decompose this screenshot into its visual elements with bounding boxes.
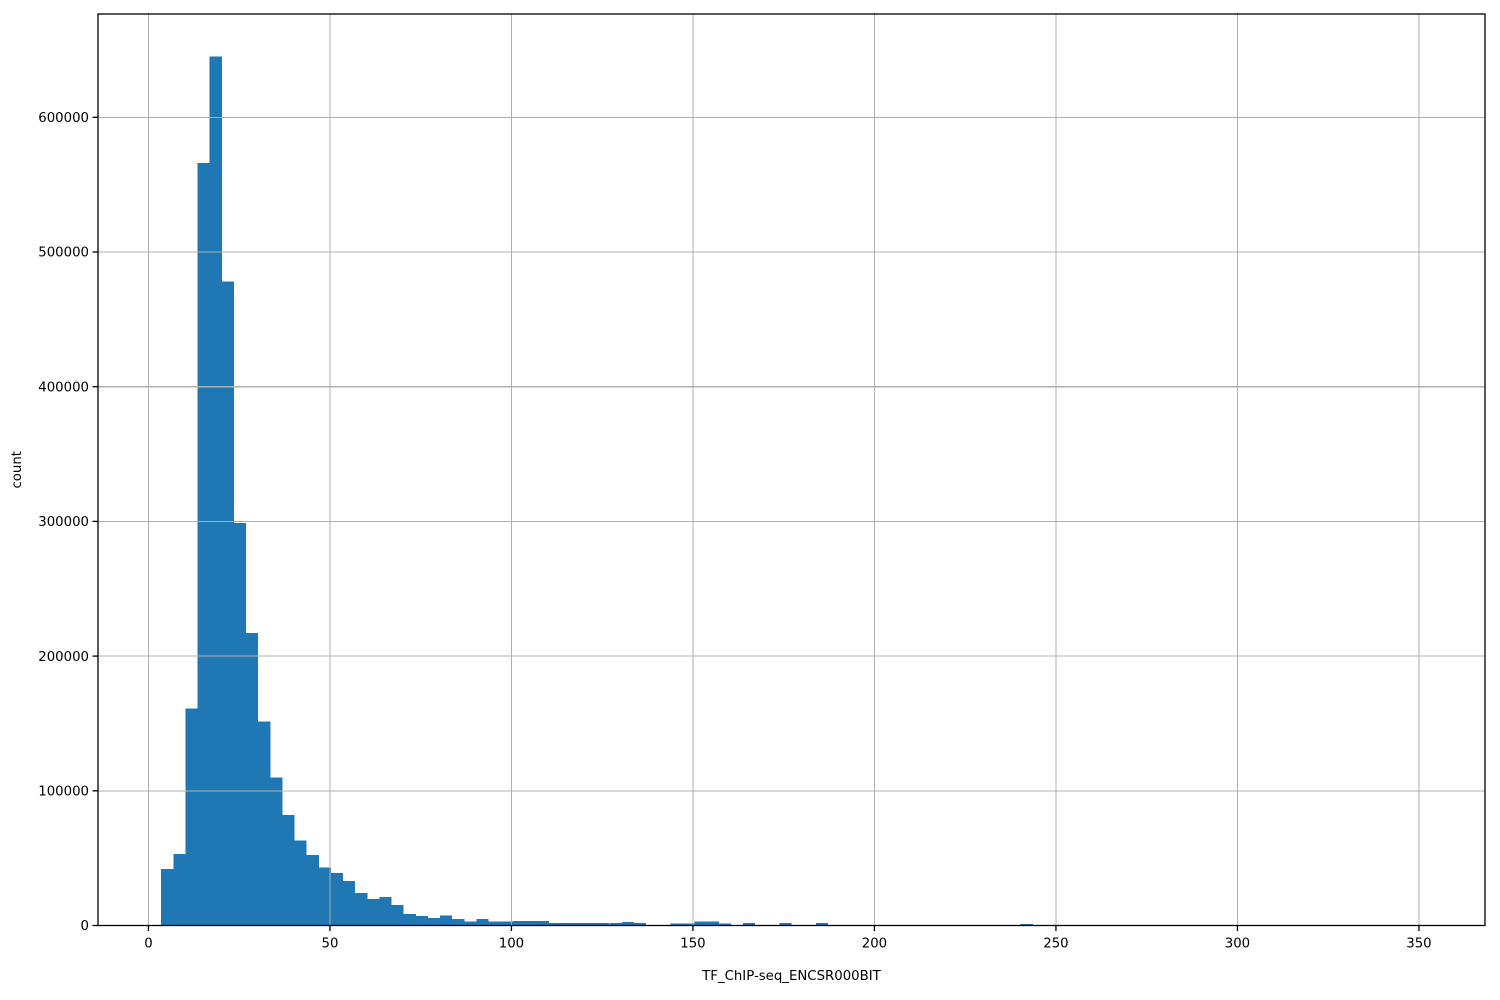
- histogram-bar: [682, 923, 695, 926]
- y-tick-label: 200000: [38, 650, 89, 665]
- histogram-bar: [440, 915, 453, 926]
- histogram-bar: [537, 920, 550, 926]
- histogram-bar: [585, 922, 598, 926]
- histogram-bar: [597, 922, 610, 926]
- histogram-bar: [209, 56, 222, 926]
- histogram-bar: [282, 815, 295, 926]
- histogram-bar: [488, 921, 501, 926]
- axis-ticks: [92, 116, 1420, 931]
- x-tick-label: 150: [680, 937, 705, 952]
- histogram-bar: [185, 708, 198, 926]
- y-tick-label: 100000: [38, 785, 89, 800]
- histogram-bar: [246, 633, 259, 926]
- histogram-bar: [379, 897, 392, 926]
- histogram-bar: [718, 923, 731, 926]
- x-tick-label: 100: [499, 937, 524, 952]
- histogram-bar: [197, 163, 210, 926]
- x-tick-label: 350: [1406, 937, 1431, 952]
- histogram-bar: [294, 840, 307, 926]
- histogram-bar: [343, 881, 356, 926]
- histogram-bar: [306, 854, 319, 926]
- histogram-bars: [161, 56, 1033, 926]
- histogram-bar: [415, 916, 428, 926]
- x-tick-label: 0: [144, 937, 152, 952]
- histogram-bar: [452, 919, 465, 926]
- histogram-bar: [221, 281, 234, 926]
- x-tick-label: 300: [1225, 937, 1250, 952]
- histogram-bar: [403, 914, 416, 926]
- histogram-bar: [524, 920, 537, 926]
- histogram-bar: [609, 922, 622, 926]
- histogram-bar: [258, 721, 271, 926]
- histogram-bar: [1020, 923, 1033, 926]
- histogram-bar: [634, 923, 647, 926]
- plot-border: [97, 13, 1486, 927]
- histogram-bar: [779, 923, 792, 926]
- histogram-bar: [706, 921, 719, 926]
- histogram-bar: [621, 921, 634, 926]
- histogram-bar: [355, 893, 368, 926]
- histogram-bar: [270, 777, 283, 926]
- y-tick-label: 300000: [38, 515, 89, 530]
- histogram-bar: [391, 904, 404, 926]
- histogram-bar: [318, 867, 331, 926]
- histogram-bar: [573, 922, 586, 926]
- x-tick-label: 50: [321, 937, 338, 952]
- histogram-bar: [464, 921, 477, 926]
- histogram-bar: [330, 872, 344, 926]
- grid-lines: [98, 14, 1485, 927]
- histogram-bar: [815, 922, 828, 926]
- x-tick-label: 200: [862, 937, 887, 952]
- histogram-bar: [549, 922, 562, 926]
- y-axis-label: count: [10, 451, 25, 489]
- x-tick-label: 250: [1043, 937, 1068, 952]
- histogram-bar: [476, 919, 489, 926]
- histogram-bar: [427, 917, 441, 926]
- y-tick-label: 600000: [38, 111, 89, 126]
- histogram-bar: [512, 920, 525, 926]
- y-tick-label: 0: [81, 919, 89, 934]
- histogram-bar: [743, 923, 756, 926]
- histogram-bar: [233, 522, 247, 926]
- histogram-bar: [561, 922, 574, 926]
- histogram-bar: [670, 923, 683, 926]
- tick-labels: 0 50 100 150 200 250 300 350 0 100000 200000 300000…: [38, 111, 1431, 951]
- histogram-bar: [173, 854, 186, 926]
- x-axis-label: TF_ChIP-seq_ENCSR000BIT: [701, 969, 882, 984]
- axes-spines: [97, 13, 1486, 927]
- y-tick-label: 400000: [38, 380, 89, 395]
- y-tick-label: 500000: [38, 246, 89, 261]
- histogram-bar: [500, 921, 513, 926]
- histogram-bar: [367, 899, 380, 926]
- histogram-bar: [161, 868, 174, 926]
- histogram-bar: [694, 921, 707, 926]
